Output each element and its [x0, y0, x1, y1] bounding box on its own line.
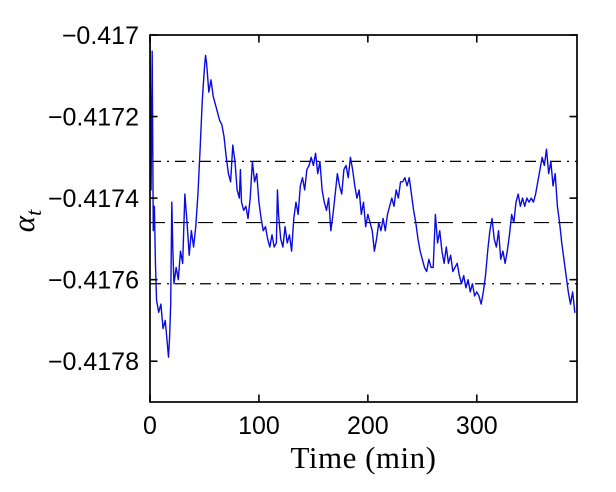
y-axis-label: αt	[6, 121, 46, 321]
y-tick-label: −0.4172	[48, 104, 139, 132]
alpha_t-series-line	[150, 38, 576, 358]
plot-area	[150, 38, 577, 358]
x-tick-label: 100	[238, 412, 280, 440]
y-tick-label: −0.4174	[48, 185, 139, 213]
x-tick-label: 200	[347, 412, 389, 440]
x-tick-label: 0	[143, 412, 157, 440]
ylabel-alpha-symbol: α	[6, 215, 41, 233]
ylabel-subscript: t	[21, 209, 47, 216]
x-axis-label: Time (min)	[290, 440, 437, 475]
y-tick-label: −0.417	[62, 22, 139, 50]
x-tick-label: 300	[456, 412, 498, 440]
axes-box	[149, 34, 578, 403]
y-tick-label: −0.4176	[48, 267, 139, 295]
y-tick-label: −0.4178	[48, 348, 139, 376]
